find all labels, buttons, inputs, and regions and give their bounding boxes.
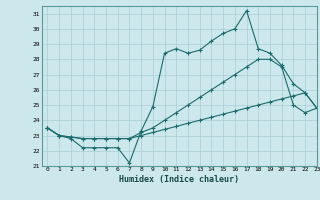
X-axis label: Humidex (Indice chaleur): Humidex (Indice chaleur) [119, 175, 239, 184]
